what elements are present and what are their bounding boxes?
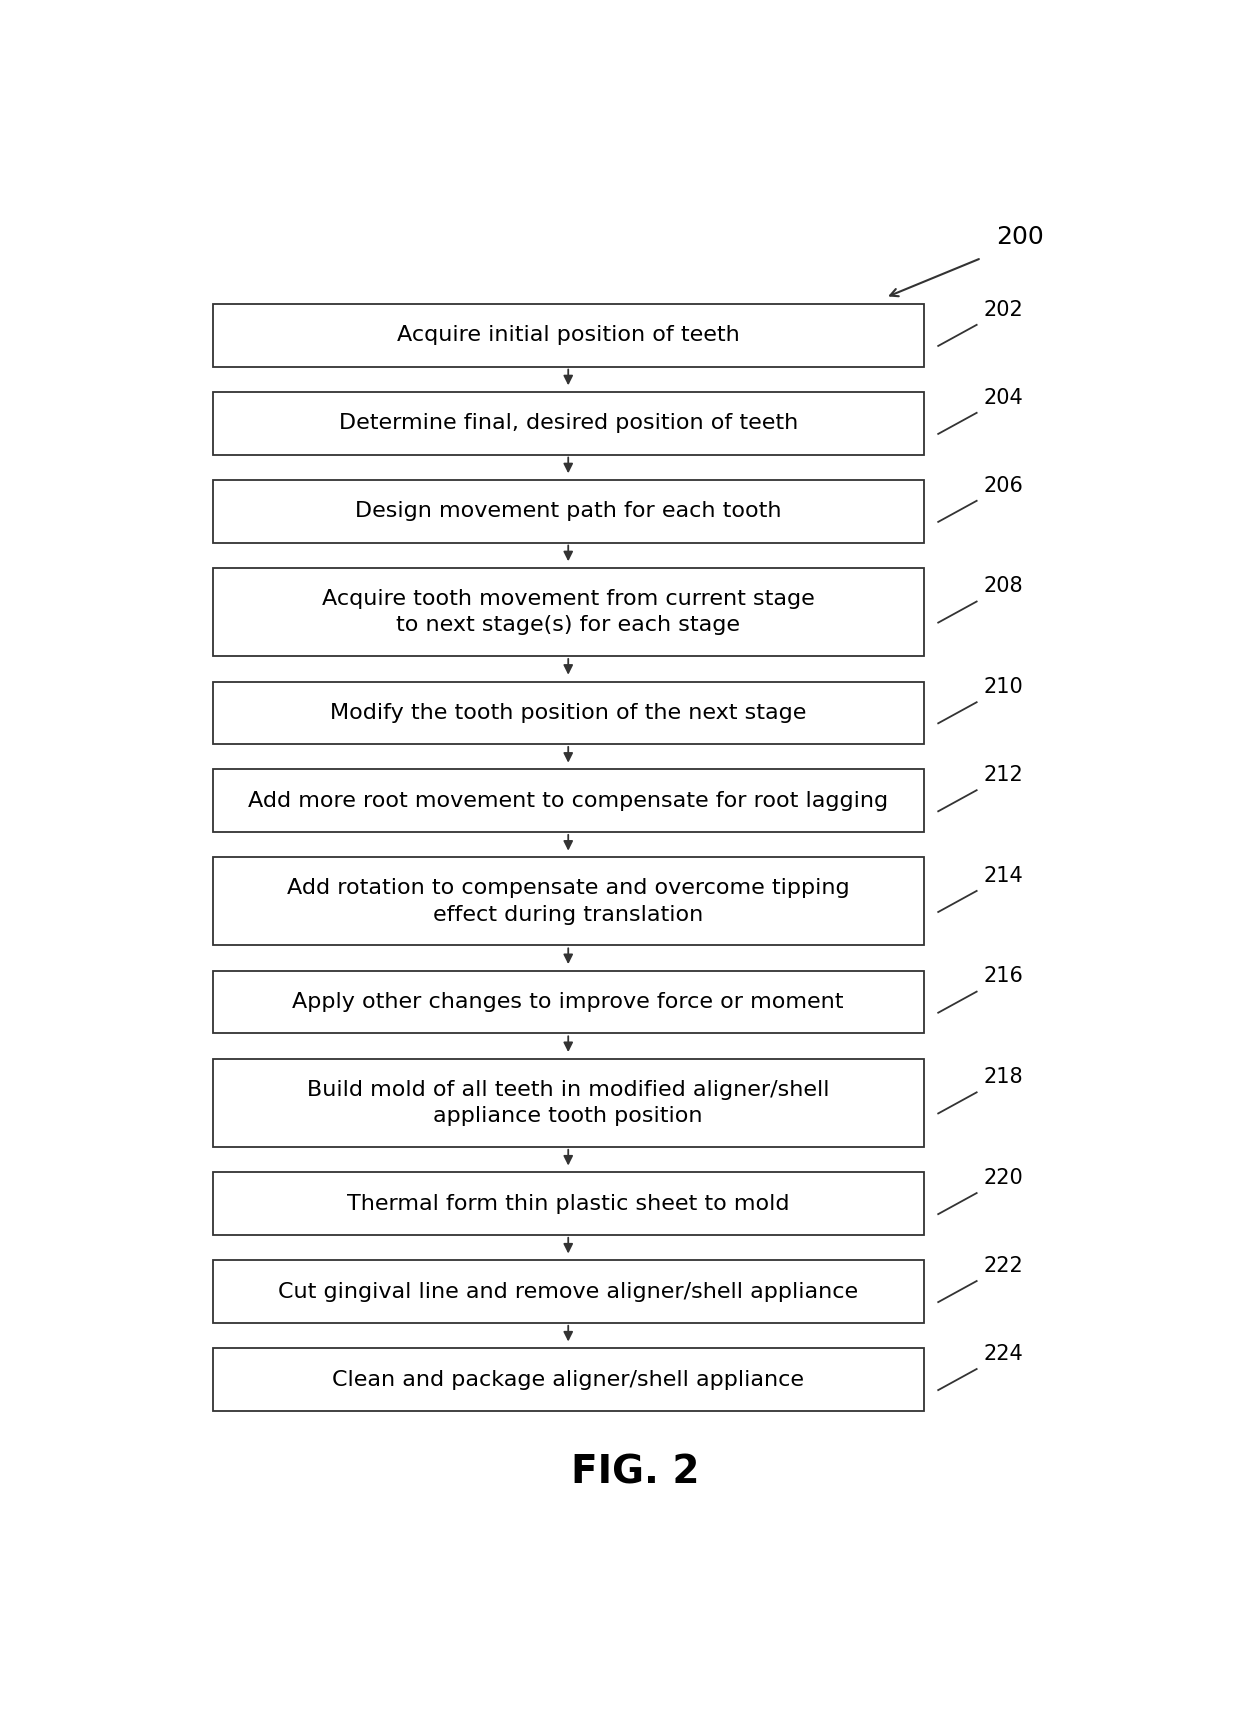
Text: Thermal form thin plastic sheet to mold: Thermal form thin plastic sheet to mold (347, 1194, 790, 1213)
Text: Design movement path for each tooth: Design movement path for each tooth (355, 501, 781, 522)
Text: 218: 218 (983, 1068, 1023, 1086)
Text: Apply other changes to improve force or moment: Apply other changes to improve force or … (293, 992, 844, 1013)
Text: 212: 212 (983, 765, 1023, 785)
Text: 214: 214 (983, 866, 1023, 886)
Text: Determine final, desired position of teeth: Determine final, desired position of tee… (339, 414, 797, 433)
Text: Add more root movement to compensate for root lagging: Add more root movement to compensate for… (248, 790, 888, 811)
Text: 202: 202 (983, 299, 1023, 320)
Bar (213, 305, 924, 366)
Text: 222: 222 (983, 1256, 1023, 1276)
Bar (213, 1261, 924, 1323)
Text: Build mold of all teeth in modified aligner/shell
appliance tooth position: Build mold of all teeth in modified alig… (308, 1080, 830, 1126)
Text: Acquire tooth movement from current stage
to next stage(s) for each stage: Acquire tooth movement from current stag… (322, 589, 815, 635)
Bar (213, 392, 924, 455)
Bar (213, 681, 924, 744)
Text: 210: 210 (983, 678, 1023, 696)
Bar (213, 1348, 924, 1412)
Bar (213, 568, 924, 655)
Bar (213, 770, 924, 832)
Text: 206: 206 (983, 476, 1023, 496)
Text: Acquire initial position of teeth: Acquire initial position of teeth (397, 325, 739, 346)
Text: Cut gingival line and remove aligner/shell appliance: Cut gingival line and remove aligner/she… (278, 1282, 858, 1302)
Text: FIG. 2: FIG. 2 (572, 1454, 699, 1492)
Text: 200: 200 (996, 224, 1044, 248)
Bar (213, 857, 924, 946)
Text: 224: 224 (983, 1343, 1023, 1364)
Text: 220: 220 (983, 1169, 1023, 1187)
Bar (213, 970, 924, 1033)
Text: 208: 208 (983, 577, 1023, 595)
Text: Add rotation to compensate and overcome tipping
effect during translation: Add rotation to compensate and overcome … (286, 878, 849, 924)
Text: Clean and package aligner/shell appliance: Clean and package aligner/shell applianc… (332, 1369, 805, 1389)
Text: 204: 204 (983, 388, 1023, 407)
Bar (213, 481, 924, 542)
Text: 216: 216 (983, 967, 1023, 986)
Bar (213, 1172, 924, 1235)
Text: Modify the tooth position of the next stage: Modify the tooth position of the next st… (330, 703, 806, 722)
Bar (213, 1059, 924, 1146)
